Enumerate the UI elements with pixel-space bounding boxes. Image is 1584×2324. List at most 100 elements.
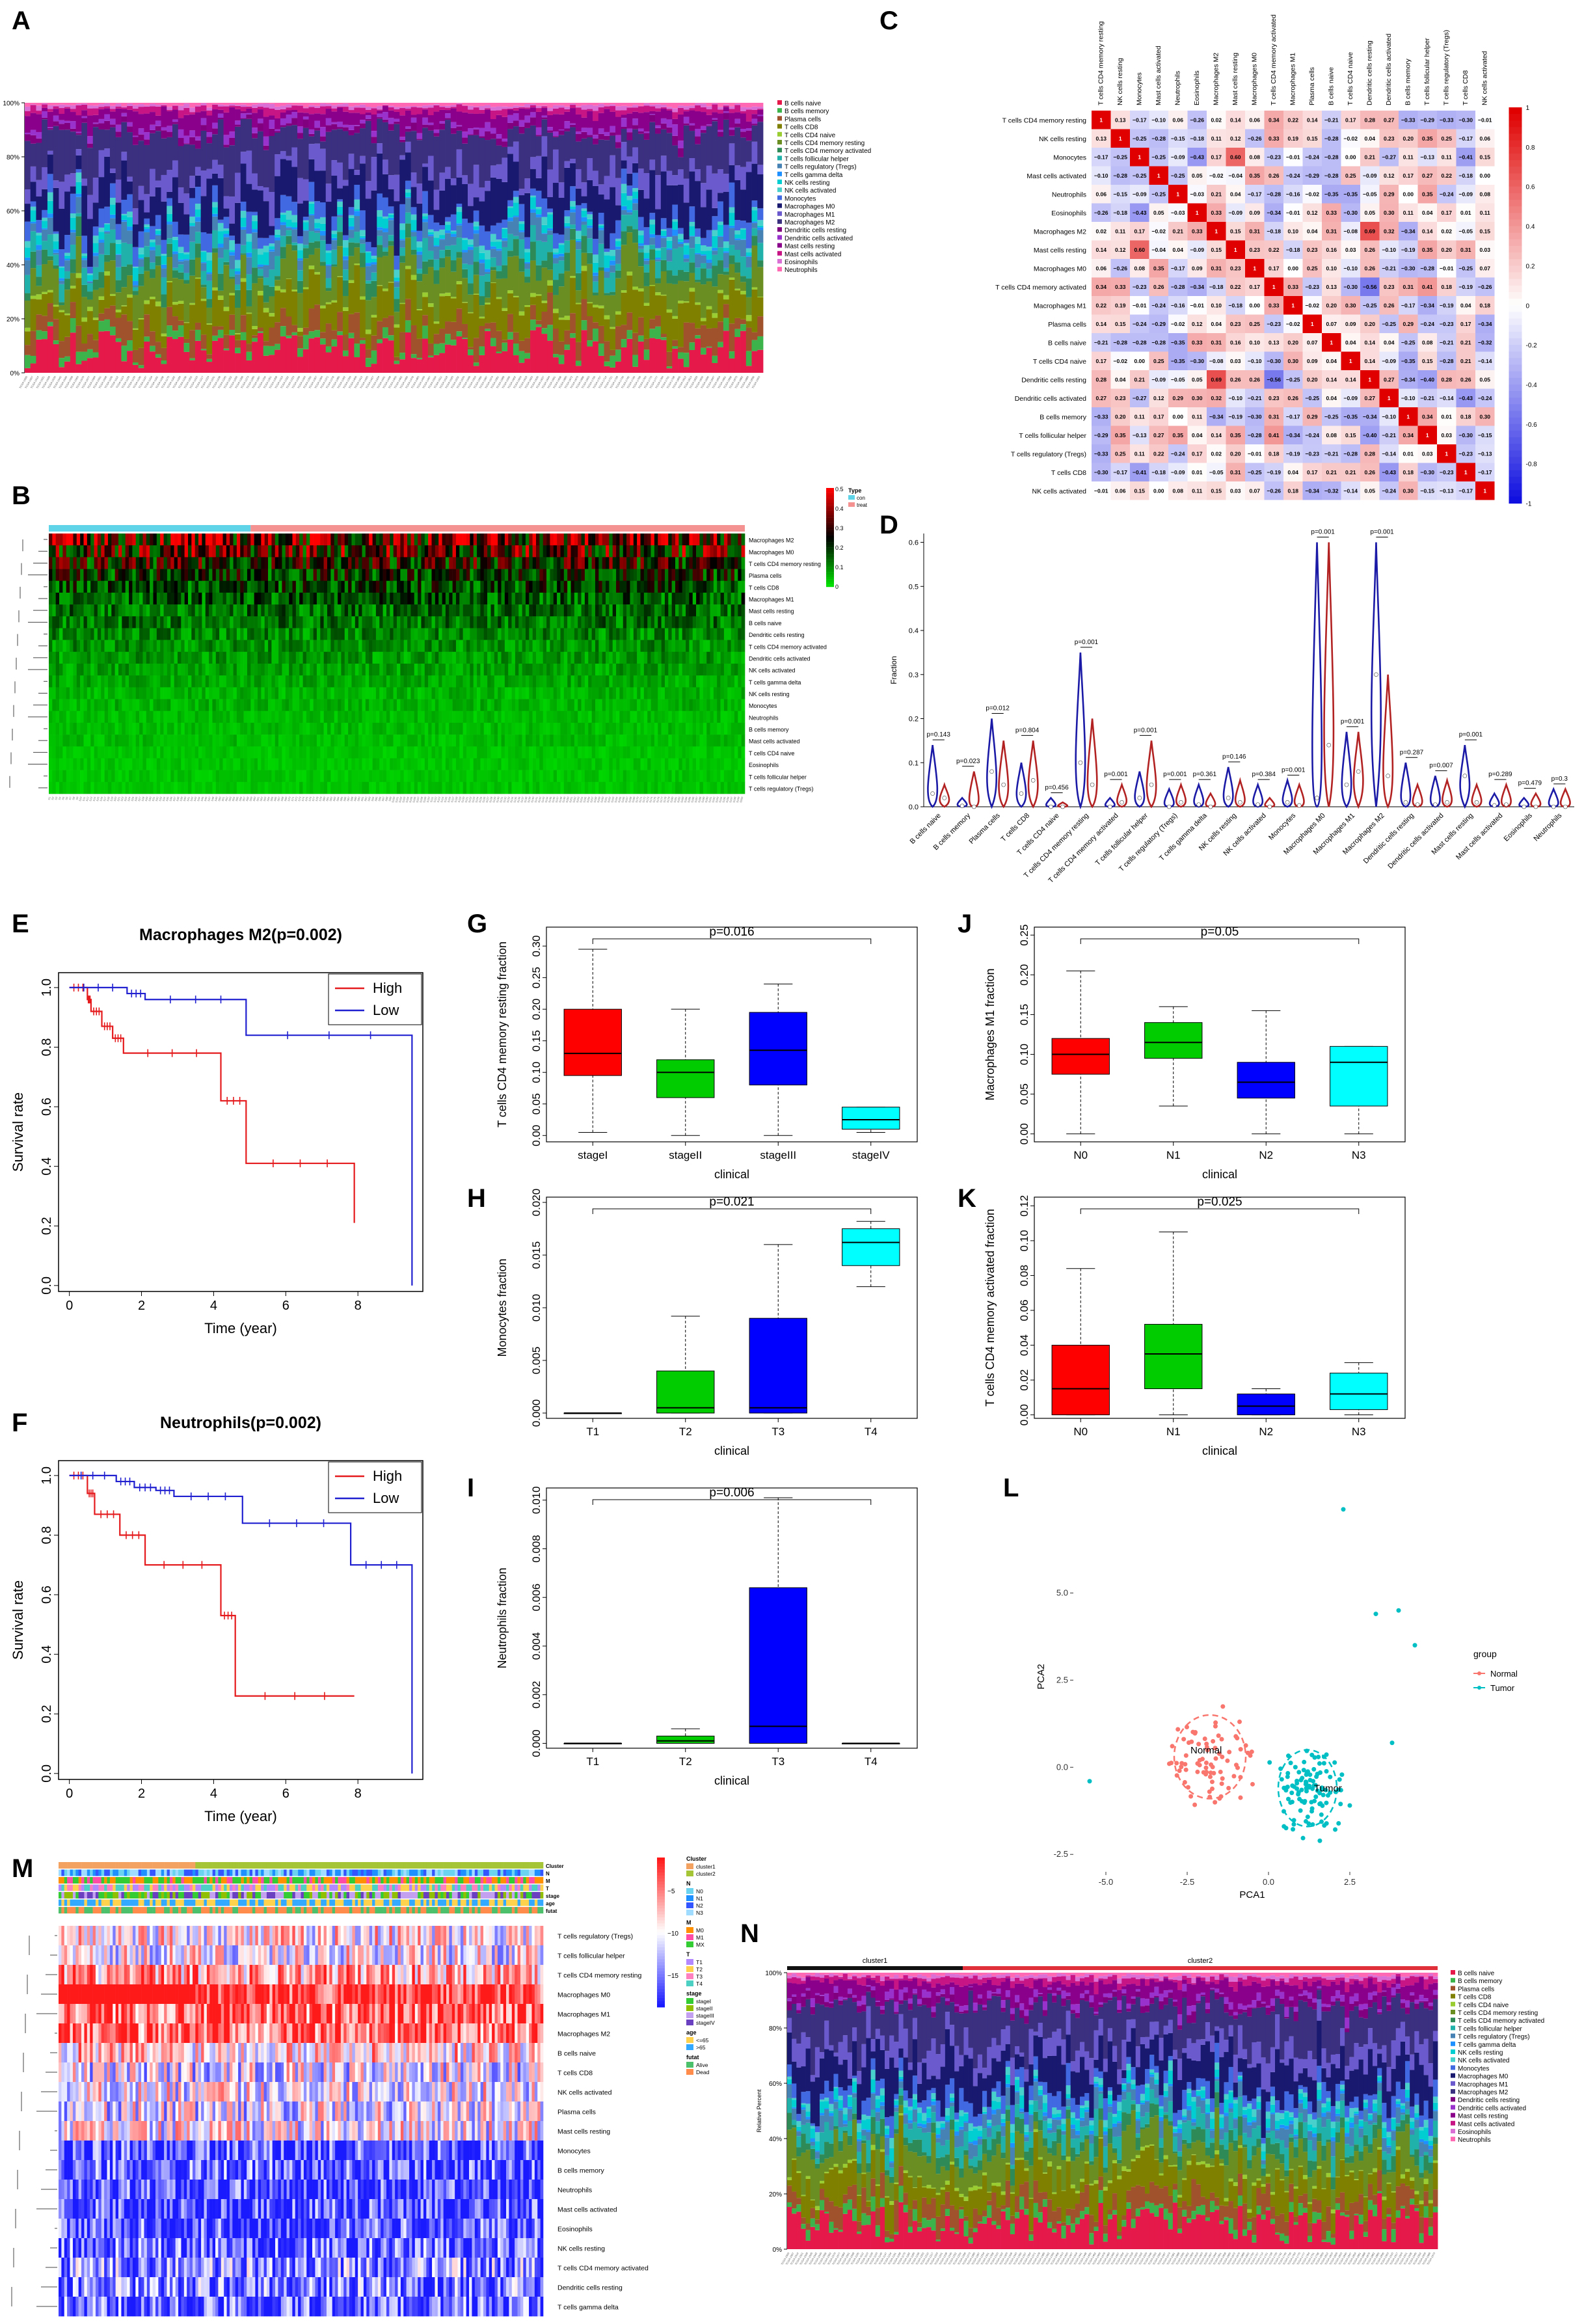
- a-bar-seg: [150, 133, 156, 169]
- a-bar-seg: [496, 299, 502, 331]
- a-bar-seg: [167, 137, 173, 170]
- a-bar-seg: [189, 226, 196, 242]
- b-type-bar-con: [49, 525, 251, 532]
- b-cell: [654, 569, 658, 582]
- a-bar-seg: [377, 118, 383, 144]
- a-bar-seg: [433, 355, 440, 373]
- a-bar-seg: [223, 334, 230, 349]
- a-bar-seg: [354, 265, 360, 313]
- a-bar-seg: [377, 103, 383, 106]
- c-cell: [1322, 277, 1341, 296]
- a-bar-seg: [496, 106, 502, 111]
- c-cell-value: 0.23: [1384, 135, 1395, 142]
- a-bar-seg: [410, 249, 417, 255]
- a-bar-seg: [206, 103, 213, 108]
- c-cell: [1264, 203, 1283, 222]
- panel-label-j: J: [958, 910, 973, 938]
- a-bar-seg: [518, 340, 525, 351]
- c-cell: [1322, 463, 1341, 481]
- b-cell: [177, 557, 181, 569]
- b-cell: [299, 534, 303, 546]
- a-bar-seg: [729, 128, 735, 130]
- c-cell-value: 1: [1138, 154, 1141, 161]
- a-bar-seg: [757, 103, 764, 107]
- c-cell-value: −0.28: [1324, 154, 1339, 161]
- a-bar-seg: [621, 183, 627, 193]
- a-bar-seg: [138, 347, 144, 366]
- b-cell: [452, 545, 457, 558]
- c-cell-value: −0.16: [1171, 303, 1185, 309]
- a-bar-seg: [297, 105, 304, 113]
- a-bar-seg: [53, 344, 59, 373]
- b-cell: [195, 569, 199, 582]
- b-cell: [330, 557, 334, 569]
- a-bar-seg: [53, 340, 59, 344]
- a-bar-seg: [183, 260, 190, 273]
- a-bar-seg: [541, 107, 548, 116]
- a-bar-seg: [610, 111, 616, 126]
- c-cell: [1130, 481, 1149, 500]
- a-bar-seg: [530, 188, 537, 196]
- a-bar-seg: [541, 156, 548, 199]
- a-bar-seg: [706, 309, 712, 329]
- a-bar-seg: [530, 157, 537, 169]
- a-bar-seg: [643, 133, 650, 140]
- a-bar-seg: [524, 277, 531, 283]
- a-bar-seg: [462, 103, 468, 105]
- a-bar-seg: [468, 105, 474, 110]
- a-bar-seg: [468, 206, 474, 223]
- a-bar-seg: [712, 236, 718, 248]
- a-bar-seg: [450, 214, 457, 231]
- a-bar-seg: [291, 125, 298, 148]
- a-bar-seg: [655, 125, 662, 128]
- b-cell: [271, 534, 276, 546]
- b-cell: [386, 569, 390, 582]
- c-cell-value: 0.25: [1307, 265, 1318, 272]
- a-bar-seg: [70, 186, 76, 194]
- c-cell-value: 0.30: [1287, 358, 1298, 364]
- c-cell-value: 0.29: [1172, 395, 1183, 401]
- b-cell: [355, 580, 359, 593]
- a-bar-seg: [269, 103, 275, 109]
- a-bar-seg: [98, 313, 105, 321]
- a-bar-seg: [25, 111, 31, 116]
- a-bar-seg: [246, 252, 252, 258]
- a-bar-seg: [678, 352, 684, 359]
- b-cell: [369, 580, 373, 593]
- a-bar-seg: [598, 139, 604, 185]
- a-bar-seg: [615, 278, 622, 312]
- a-bar-seg: [365, 251, 371, 252]
- a-bar-seg: [150, 124, 156, 130]
- c-cell: [1245, 388, 1265, 407]
- a-bar-seg: [718, 236, 724, 248]
- a-bar-seg: [581, 182, 587, 196]
- a-bar-seg: [42, 217, 48, 221]
- a-bar-seg: [314, 130, 321, 144]
- a-bar-seg: [377, 285, 383, 286]
- b-cell: [529, 545, 533, 558]
- c-cell-value: 1: [1406, 414, 1410, 420]
- a-bar-seg: [626, 156, 633, 174]
- b-cell: [508, 534, 512, 546]
- b-cell: [463, 580, 467, 593]
- b-cell: [250, 557, 254, 569]
- a-bar-seg: [263, 237, 269, 246]
- b-cell: [289, 557, 293, 569]
- b-cell: [536, 545, 540, 558]
- b-cell: [233, 557, 237, 569]
- c-cell-value: −0.17: [1094, 154, 1108, 161]
- c-cell: [1322, 388, 1341, 407]
- a-bar-seg: [331, 108, 338, 112]
- a-bar-seg: [695, 111, 701, 129]
- c-cell: [1417, 203, 1437, 222]
- a-bar-seg: [132, 224, 139, 247]
- b-cell: [230, 557, 234, 569]
- a-bar-seg: [189, 241, 196, 260]
- c-cell-value: 0.14: [1364, 358, 1375, 364]
- a-bar-seg: [70, 112, 76, 122]
- c-cell: [1149, 166, 1168, 185]
- b-cell: [609, 534, 613, 546]
- a-bar-seg: [394, 109, 400, 112]
- a-bar-seg: [280, 112, 287, 118]
- a-bar-seg: [757, 316, 764, 336]
